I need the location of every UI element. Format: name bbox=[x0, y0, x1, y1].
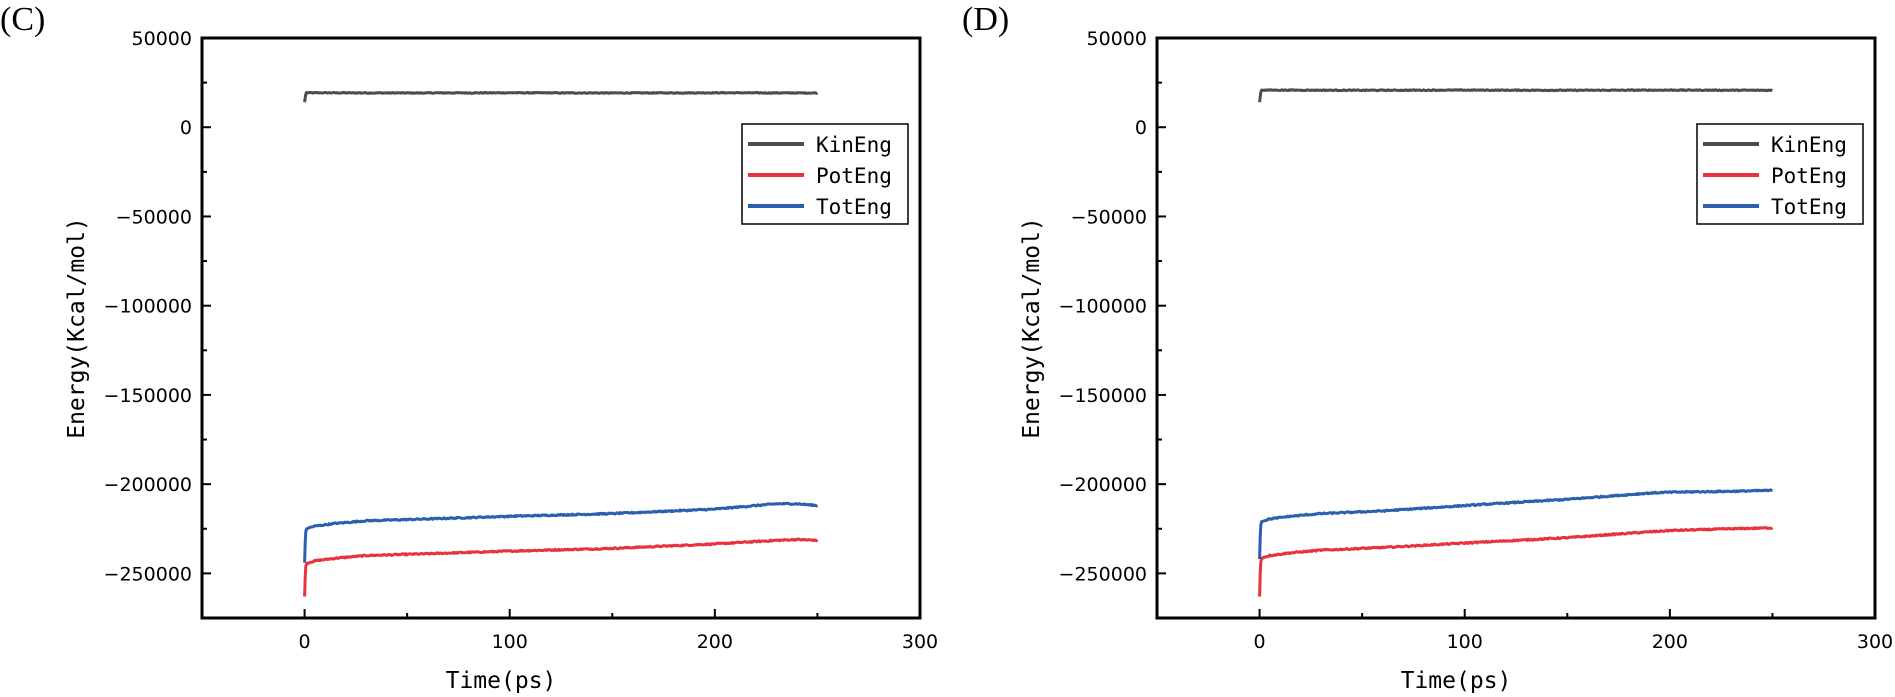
x-tick-label: 300 bbox=[1857, 631, 1893, 653]
y-tick-label: −150000 bbox=[1059, 385, 1147, 407]
series-line-poteng bbox=[1258, 526, 1774, 597]
y-tick-label: −100000 bbox=[1059, 296, 1147, 318]
x-axis-title: Time(ps) bbox=[446, 668, 557, 694]
y-tick-label: −250000 bbox=[104, 563, 192, 585]
x-axis-title: Time(ps) bbox=[1401, 668, 1512, 694]
y-tick-label: −150000 bbox=[104, 385, 192, 407]
series-line-toteng bbox=[1258, 488, 1774, 560]
legend-label-poteng: PotEng bbox=[1771, 164, 1847, 188]
series-line-kineng bbox=[1258, 88, 1773, 103]
y-tick-label: 50000 bbox=[132, 28, 192, 50]
series-line-poteng bbox=[303, 537, 819, 597]
y-tick-label: −200000 bbox=[104, 474, 192, 496]
legend: KinEng PotEng TotEng bbox=[741, 123, 909, 225]
y-tick-label: −50000 bbox=[1071, 206, 1147, 228]
y-tick-label: −100000 bbox=[104, 296, 192, 318]
legend-label-kineng: KinEng bbox=[1771, 133, 1847, 157]
x-tick-label: 0 bbox=[299, 631, 311, 653]
x-tick-label: 200 bbox=[1652, 631, 1688, 653]
y-tick-label: 50000 bbox=[1087, 28, 1147, 50]
chart-panel-2: (D) 50000 0 −50000 −100000 −150000 −200000 −250… bbox=[962, 1, 1893, 694]
series-line-toteng bbox=[303, 501, 819, 563]
series-group bbox=[303, 90, 819, 597]
series-line-kineng bbox=[303, 90, 819, 103]
panel-label: (D) bbox=[962, 1, 1009, 38]
legend: KinEng PotEng TotEng bbox=[1696, 123, 1864, 225]
y-tick-label: −250000 bbox=[1059, 563, 1147, 585]
y-axis-title: Energy(Kcal/mol) bbox=[64, 217, 90, 439]
legend-label-poteng: PotEng bbox=[816, 164, 892, 188]
x-tick-label: 100 bbox=[492, 631, 528, 653]
x-tick-label: 0 bbox=[1254, 631, 1266, 653]
panel-label: (C) bbox=[0, 1, 45, 38]
plot-frame bbox=[200, 36, 922, 620]
y-axis-title: Energy(Kcal/mol) bbox=[1019, 217, 1045, 439]
chart-panel-1: (C) 50000 0 −50000 −100000 −150000 −200000 −250… bbox=[0, 1, 938, 694]
y-tick-label: −50000 bbox=[116, 206, 192, 228]
x-tick-label: 300 bbox=[902, 631, 938, 653]
plot-frame bbox=[1155, 36, 1877, 620]
y-tick-label: 0 bbox=[180, 117, 192, 139]
y-tick-label: 0 bbox=[1135, 117, 1147, 139]
x-tick-label: 100 bbox=[1447, 631, 1483, 653]
x-tick-label: 200 bbox=[697, 631, 733, 653]
y-tick-label: −200000 bbox=[1059, 474, 1147, 496]
legend-label-toteng: TotEng bbox=[1771, 195, 1847, 219]
series-group bbox=[1258, 88, 1774, 597]
legend-label-kineng: KinEng bbox=[816, 133, 892, 157]
legend-label-toteng: TotEng bbox=[816, 195, 892, 219]
